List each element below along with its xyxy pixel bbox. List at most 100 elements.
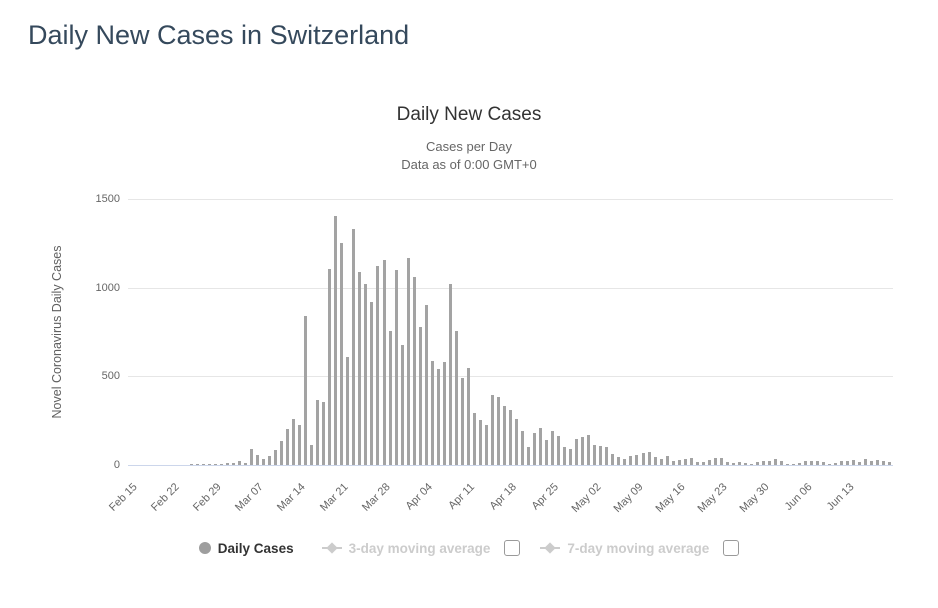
- daily-cases-bar[interactable]: [322, 401, 326, 465]
- daily-cases-bar[interactable]: [430, 360, 434, 465]
- daily-cases-bar[interactable]: [852, 459, 856, 465]
- daily-cases-bar[interactable]: [611, 454, 615, 465]
- daily-cases-bar[interactable]: [249, 449, 253, 465]
- daily-cases-bar[interactable]: [551, 431, 555, 465]
- daily-cases-bar[interactable]: [328, 268, 332, 465]
- daily-cases-bar[interactable]: [515, 418, 519, 465]
- daily-cases-bar[interactable]: [671, 460, 675, 465]
- daily-cases-bar[interactable]: [695, 462, 699, 465]
- daily-cases-bar[interactable]: [472, 413, 476, 465]
- daily-cases-bar[interactable]: [629, 456, 633, 465]
- daily-cases-bar[interactable]: [394, 270, 398, 465]
- daily-cases-bar[interactable]: [755, 462, 759, 465]
- daily-cases-bar[interactable]: [466, 367, 470, 465]
- daily-cases-bar[interactable]: [569, 448, 573, 465]
- 3day-moving-average-checkbox[interactable]: [504, 540, 521, 556]
- daily-cases-bar[interactable]: [876, 459, 880, 465]
- daily-cases-bar[interactable]: [292, 418, 296, 465]
- daily-cases-bar[interactable]: [731, 463, 735, 465]
- legend-item-daily-cases[interactable]: Daily Cases: [198, 541, 294, 556]
- daily-cases-bar[interactable]: [533, 433, 537, 465]
- daily-cases-bar[interactable]: [786, 463, 790, 465]
- daily-cases-bar[interactable]: [286, 428, 290, 465]
- daily-cases-bar[interactable]: [858, 462, 862, 465]
- daily-cases-bar[interactable]: [201, 463, 205, 465]
- daily-cases-bar[interactable]: [334, 216, 338, 465]
- daily-cases-bar[interactable]: [870, 461, 874, 465]
- daily-cases-bar[interactable]: [502, 406, 506, 465]
- daily-cases-bar[interactable]: [364, 283, 368, 465]
- daily-cases-bar[interactable]: [478, 419, 482, 465]
- daily-cases-bar[interactable]: [719, 457, 723, 465]
- daily-cases-bar[interactable]: [237, 460, 241, 465]
- daily-cases-bar[interactable]: [231, 462, 235, 465]
- daily-cases-bar[interactable]: [737, 462, 741, 465]
- daily-cases-bar[interactable]: [382, 260, 386, 465]
- daily-cases-bar[interactable]: [834, 463, 838, 465]
- daily-cases-bar[interactable]: [406, 257, 410, 465]
- legend-item-7day-moving-average[interactable]: 7-day moving average: [540, 541, 709, 556]
- daily-cases-bar[interactable]: [683, 458, 687, 465]
- daily-cases-bar[interactable]: [400, 344, 404, 465]
- daily-cases-bar[interactable]: [219, 463, 223, 465]
- daily-cases-bar[interactable]: [352, 228, 356, 465]
- daily-cases-bar[interactable]: [316, 399, 320, 465]
- daily-cases-bar[interactable]: [213, 464, 217, 465]
- daily-cases-bar[interactable]: [274, 449, 278, 465]
- daily-cases-bar[interactable]: [804, 461, 808, 465]
- daily-cases-bar[interactable]: [521, 431, 525, 465]
- daily-cases-bar[interactable]: [659, 458, 663, 465]
- daily-cases-bar[interactable]: [448, 283, 452, 465]
- daily-cases-bar[interactable]: [677, 459, 681, 465]
- daily-cases-bar[interactable]: [195, 464, 199, 465]
- daily-cases-bar[interactable]: [256, 455, 259, 465]
- daily-cases-bar[interactable]: [761, 461, 765, 465]
- daily-cases-bar[interactable]: [436, 369, 440, 465]
- daily-cases-bar[interactable]: [882, 461, 886, 465]
- daily-cases-bar[interactable]: [484, 424, 488, 465]
- daily-cases-bar[interactable]: [527, 447, 531, 465]
- daily-cases-bar[interactable]: [840, 461, 844, 465]
- daily-cases-bar[interactable]: [810, 461, 814, 465]
- daily-cases-bar[interactable]: [635, 454, 639, 465]
- daily-cases-bar[interactable]: [623, 458, 627, 465]
- daily-cases-bar[interactable]: [846, 461, 850, 465]
- daily-cases-bar[interactable]: [346, 357, 350, 465]
- daily-cases-bar[interactable]: [713, 457, 717, 465]
- daily-cases-bar[interactable]: [412, 277, 416, 465]
- daily-cases-bar[interactable]: [888, 462, 892, 465]
- daily-cases-bar[interactable]: [587, 434, 591, 465]
- daily-cases-bar[interactable]: [243, 462, 247, 465]
- daily-cases-bar[interactable]: [207, 463, 211, 465]
- daily-cases-bar[interactable]: [557, 436, 561, 465]
- daily-cases-bar[interactable]: [828, 464, 832, 465]
- daily-cases-bar[interactable]: [689, 458, 693, 465]
- daily-cases-bar[interactable]: [442, 361, 446, 465]
- daily-cases-bar[interactable]: [376, 265, 380, 465]
- daily-cases-bar[interactable]: [617, 457, 621, 465]
- daily-cases-bar[interactable]: [725, 462, 729, 465]
- daily-cases-bar[interactable]: [816, 461, 820, 465]
- daily-cases-bar[interactable]: [581, 437, 585, 465]
- daily-cases-bar[interactable]: [641, 452, 645, 465]
- daily-cases-bar[interactable]: [496, 397, 500, 465]
- daily-cases-bar[interactable]: [424, 304, 428, 465]
- daily-cases-bar[interactable]: [798, 463, 802, 465]
- daily-cases-bar[interactable]: [864, 458, 868, 465]
- daily-cases-bar[interactable]: [792, 464, 796, 465]
- daily-cases-bar[interactable]: [358, 272, 362, 465]
- daily-cases-bar[interactable]: [539, 428, 543, 465]
- daily-cases-bar[interactable]: [388, 330, 392, 465]
- daily-cases-bar[interactable]: [280, 440, 284, 465]
- daily-cases-bar[interactable]: [593, 444, 597, 465]
- daily-cases-bar[interactable]: [509, 409, 512, 465]
- 7day-moving-average-checkbox[interactable]: [723, 540, 740, 556]
- daily-cases-bar[interactable]: [262, 458, 266, 465]
- daily-cases-bar[interactable]: [304, 315, 308, 465]
- daily-cases-bar[interactable]: [225, 463, 229, 465]
- daily-cases-bar[interactable]: [454, 330, 458, 465]
- daily-cases-bar[interactable]: [653, 457, 657, 465]
- daily-cases-bar[interactable]: [370, 302, 374, 465]
- daily-cases-bar[interactable]: [460, 377, 464, 465]
- daily-cases-bar[interactable]: [189, 464, 193, 465]
